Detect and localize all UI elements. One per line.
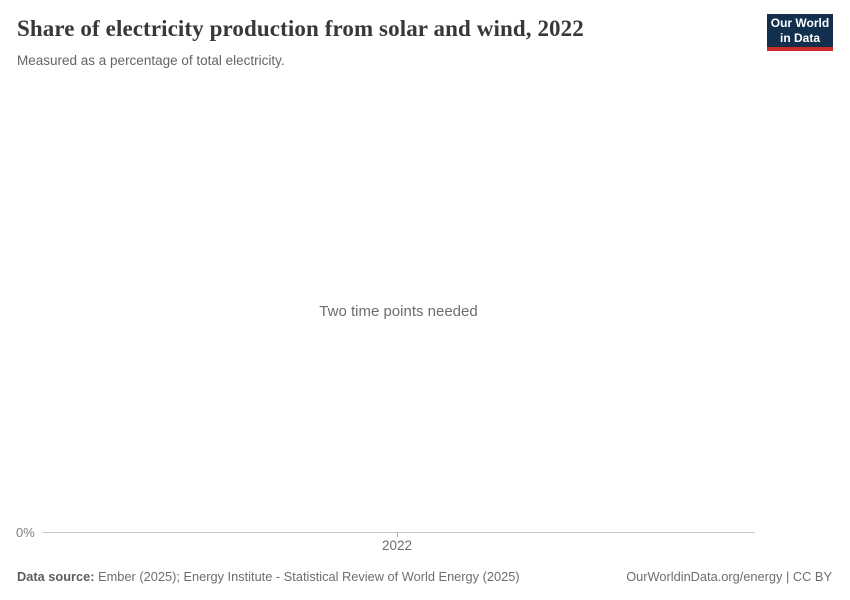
- chart-title: Share of electricity production from sol…: [17, 16, 584, 41]
- y-axis-zero-label: 0%: [16, 525, 35, 540]
- data-source-note: Data source: Ember (2025); Energy Instit…: [17, 569, 520, 584]
- data-source-label: Data source:: [17, 569, 95, 584]
- x-axis-tick-mark: [397, 532, 398, 537]
- data-source-value: Ember (2025); Energy Institute - Statist…: [98, 569, 520, 584]
- owid-logo-line2: in Data: [779, 30, 820, 45]
- owid-logo-line1: Our World: [770, 15, 830, 30]
- x-axis-year-label: 2022: [381, 538, 413, 553]
- empty-state-message: Two time points needed: [319, 303, 478, 320]
- chart-subtitle: Measured as a percentage of total electr…: [17, 53, 285, 68]
- owid-logo[interactable]: Our World in Data: [767, 14, 833, 51]
- x-axis-line: [42, 532, 755, 533]
- attribution-link[interactable]: OurWorldinData.org/energy | CC BY: [626, 569, 832, 584]
